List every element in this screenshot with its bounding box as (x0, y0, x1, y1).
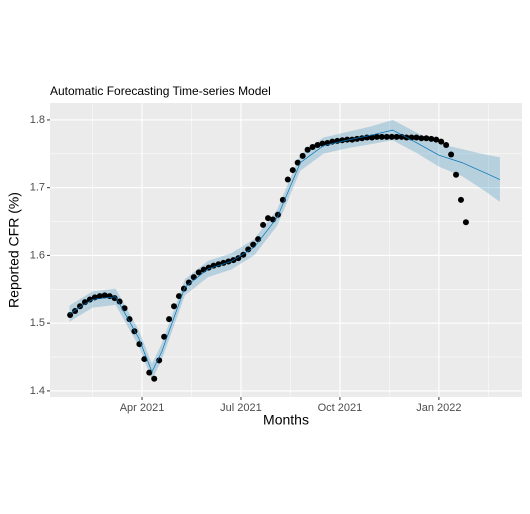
data-point (453, 171, 460, 178)
data-point (354, 135, 361, 142)
data-point (260, 221, 267, 228)
data-point (175, 293, 182, 300)
data-point (383, 133, 390, 140)
data-point (171, 303, 178, 310)
data-point (156, 357, 163, 364)
data-point (67, 312, 74, 319)
data-point (151, 375, 158, 382)
data-point (373, 133, 380, 140)
data-point (457, 196, 464, 203)
data-point (309, 144, 316, 151)
data-point (86, 296, 93, 303)
y-tick-label: 1.7 (30, 182, 45, 194)
chart-title: Automatic Forecasting Time-series Model (50, 84, 271, 98)
data-point (462, 219, 469, 226)
data-point (146, 369, 153, 376)
y-axis-label: Reported CFR (%) (6, 192, 22, 308)
data-point (284, 176, 291, 183)
data-point (111, 295, 118, 302)
x-tick-label: Jan 2022 (416, 402, 461, 414)
data-point (413, 134, 420, 141)
data-point (428, 135, 435, 142)
data-point (443, 142, 450, 148)
data-point (136, 341, 143, 348)
data-point (368, 134, 375, 141)
data-point (314, 142, 321, 148)
data-point (131, 328, 138, 335)
data-point (433, 136, 440, 143)
data-point (210, 262, 217, 269)
data-point (166, 316, 173, 323)
y-tick-label: 1.8 (30, 114, 45, 126)
data-point (96, 293, 103, 300)
data-point (126, 316, 133, 323)
data-point (205, 264, 212, 271)
data-point (195, 269, 202, 276)
data-point (438, 138, 445, 145)
data-point (289, 167, 296, 174)
panel (50, 103, 522, 397)
data-point (245, 246, 252, 253)
y-tick-label: 1.4 (30, 385, 45, 397)
data-point (344, 136, 351, 143)
forecast-line (69, 129, 501, 373)
data-point (378, 133, 385, 140)
x-tick-label: Apr 2021 (120, 402, 165, 414)
data-point (393, 133, 400, 140)
data-point (161, 333, 168, 340)
data-point (304, 146, 311, 153)
data-point (250, 241, 257, 248)
data-point (349, 136, 356, 143)
data-point (235, 255, 242, 262)
data-point (319, 140, 326, 147)
data-point (418, 135, 425, 142)
data-point (190, 274, 197, 281)
data-point (269, 216, 276, 223)
data-point (448, 151, 455, 158)
y-tick-label: 1.6 (30, 249, 45, 261)
data-point (141, 356, 148, 363)
data-point (81, 299, 88, 306)
x-tick-label: Oct 2021 (318, 402, 363, 414)
x-tick-label: Jul 2021 (220, 402, 262, 414)
data-point (294, 159, 301, 166)
y-tick-label: 1.5 (30, 317, 45, 329)
data-point (185, 279, 192, 286)
data-point (274, 211, 281, 218)
x-axis-label: Months (263, 412, 309, 428)
data-point (265, 215, 272, 222)
data-point (116, 298, 123, 305)
data-point (423, 135, 430, 142)
confidence-band (69, 119, 500, 381)
data-point (299, 152, 306, 159)
data-point (101, 292, 108, 299)
data-point (388, 133, 395, 140)
